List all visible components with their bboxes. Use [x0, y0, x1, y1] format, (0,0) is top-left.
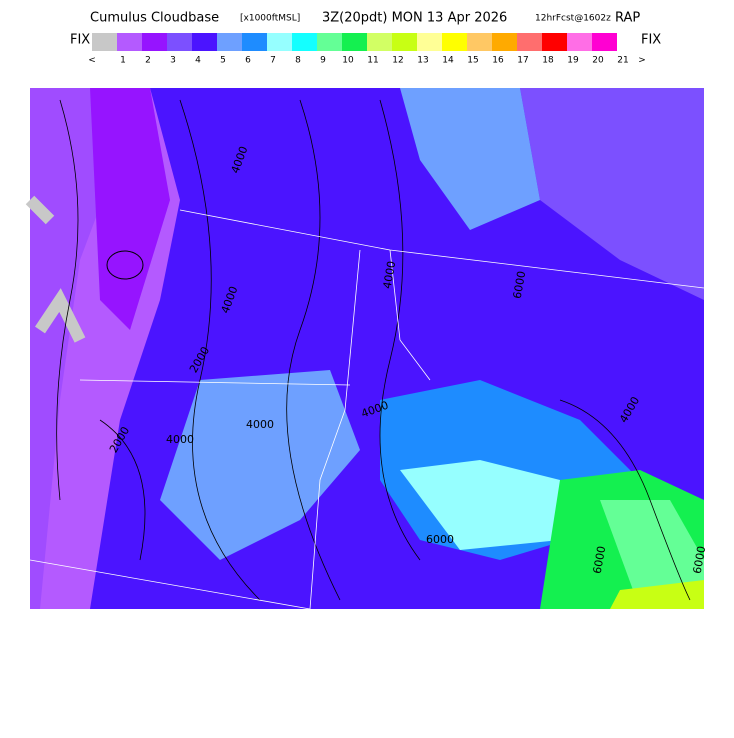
boundaries: [29, 209, 705, 610]
model: RAP: [615, 11, 640, 26]
legend-label: 19: [567, 56, 579, 66]
legend-left: FIX: [70, 33, 90, 48]
legend-label: 11: [367, 56, 378, 66]
legend-label: 3: [170, 56, 176, 66]
legend-label: 9: [320, 56, 326, 66]
swatch: [367, 33, 392, 51]
contour: [106, 250, 144, 280]
region: [600, 500, 704, 609]
region: [610, 580, 704, 609]
contours: [56, 99, 691, 601]
legend-label: 21: [617, 56, 628, 66]
region: [400, 460, 560, 550]
region: [25, 195, 86, 343]
legend-label: 5: [220, 56, 226, 66]
units: [x1000ftMSL]: [240, 14, 300, 24]
legend-label: 16: [492, 56, 504, 66]
legend-label: <: [88, 56, 96, 66]
legend-label: 14: [442, 56, 454, 66]
swatch: [92, 33, 117, 51]
swatch: [467, 33, 492, 51]
swatch: [242, 33, 267, 51]
legend-label: 4: [195, 56, 201, 66]
swatch: [267, 33, 292, 51]
legend-label: 2: [145, 56, 151, 66]
swatch: [592, 33, 617, 51]
swatch: [317, 33, 342, 51]
contour-label: 4000: [246, 418, 274, 431]
swatch: [117, 33, 142, 51]
swatch: [392, 33, 417, 51]
swatch: [292, 33, 317, 51]
legend-label: 6: [245, 56, 251, 66]
legend-label: 18: [542, 56, 554, 66]
contour-label: 4000: [381, 260, 399, 290]
contour-label: 6000: [511, 270, 529, 300]
legend-label: 7: [270, 56, 276, 66]
swatch: [517, 33, 542, 51]
swatch: [417, 33, 442, 51]
contour-label: 6000: [691, 545, 709, 575]
legend-right: FIX: [641, 33, 661, 48]
swatch: [192, 33, 217, 51]
legend-label: 13: [417, 56, 428, 66]
region: [400, 88, 540, 230]
colorbar: <1 2 3 4 5 6 7 8 9 10 11 12 13 14 15 16 17 18 19 20 21 >: [88, 33, 646, 66]
legend-label: >: [638, 56, 646, 66]
contour-label: 6000: [426, 533, 454, 546]
swatch: [542, 33, 567, 51]
swatch: [442, 33, 467, 51]
swatch: [142, 33, 167, 51]
legend-label: 12: [392, 56, 403, 66]
contour-label: 6000: [591, 545, 609, 575]
swatch: [217, 33, 242, 51]
contour-label: 4000: [166, 433, 194, 446]
region: [160, 370, 360, 560]
legend-label: 20: [592, 56, 604, 66]
legend-label: 15: [467, 56, 478, 66]
valid-time: 3Z(20pdt) MON 13 Apr 2026: [322, 11, 507, 26]
region: [520, 88, 704, 300]
title: Cumulus Cloudbase: [90, 11, 219, 26]
swatch: [342, 33, 367, 51]
swatch: [567, 33, 592, 51]
legend-label: 17: [517, 56, 528, 66]
legend-label: 8: [295, 56, 301, 66]
forecast: 12hrFcst@1602z: [535, 14, 611, 24]
swatch: [492, 33, 517, 51]
legend-label: 10: [342, 56, 354, 66]
legend-label: 1: [120, 56, 126, 66]
swatch: [167, 33, 192, 51]
